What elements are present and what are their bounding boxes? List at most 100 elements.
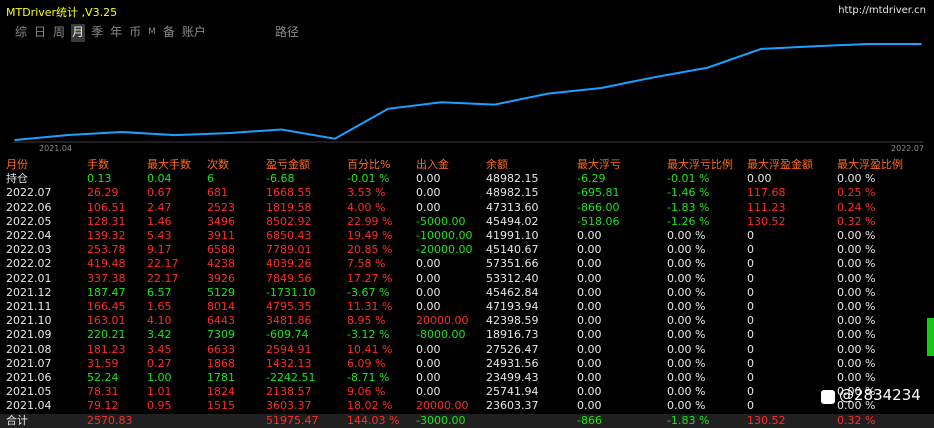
cell-pnl: 3481.86: [266, 314, 312, 328]
cell-max-dd: 0.00: [577, 371, 602, 384]
cell-max-lots: 0.95: [147, 399, 172, 413]
cell-month: 2022.01: [6, 271, 52, 285]
cell-pct: 10.41 %: [347, 342, 393, 356]
cell-max-lots: 9.17: [147, 243, 172, 257]
tab-6[interactable]: 币: [129, 25, 142, 39]
cell-max-fp: 117.68: [747, 186, 786, 200]
cell-max-fp-pct: 0.00 %: [837, 229, 876, 242]
cell-balance: 23603.37: [486, 399, 539, 413]
cell-flow: -20000.00: [416, 243, 473, 257]
cell-max-lots: 6.57: [147, 285, 172, 299]
cell-max-lots: 0.67: [147, 186, 172, 200]
cell-max-dd: 0.00: [577, 243, 602, 257]
cell-lots: 2570.83: [87, 413, 133, 427]
cell-max-lots: 0.27: [147, 356, 172, 370]
cell-pnl: 2594.91: [266, 342, 312, 356]
cell-lots: 128.31: [87, 214, 126, 228]
cell-max-lots: 2.47: [147, 200, 172, 214]
cell-pnl: 7789.01: [266, 243, 312, 257]
cell-max-dd-pct: 0.00 %: [667, 328, 706, 342]
tab-0[interactable]: 综: [15, 25, 28, 39]
cell-max-lots: 0.04: [147, 172, 172, 186]
tab-2[interactable]: 周: [53, 25, 66, 39]
header-max-fp-pct: 最大浮盈比例: [837, 158, 903, 171]
cell-max-lots: 3.45: [147, 342, 172, 356]
cell-balance: 45140.67: [486, 243, 539, 257]
watermark-text: @2834234: [839, 386, 921, 404]
cell-month: 2021.05: [6, 385, 52, 399]
scroll-indicator[interactable]: [927, 318, 934, 356]
website-link[interactable]: http://mtdriver.cn: [838, 5, 926, 16]
cell-balance: 25741.94: [486, 385, 539, 399]
table-row: 2021.06 52.24 1.00 1781 -2242.51 -8.71 % 0.00 2…: [0, 371, 934, 385]
cell-pct: 22.99 %: [347, 214, 393, 228]
header-max-lots: 最大手数: [147, 158, 191, 171]
table-row: 2021.08 181.23 3.45 6633 2594.91 10.41 % 0.00 2…: [0, 343, 934, 357]
cell-month: 2022.07: [6, 186, 52, 200]
tab-4[interactable]: 季: [91, 25, 104, 39]
cell-max-fp-pct: 0.00 %: [837, 342, 876, 356]
cell-pct: 11.31 %: [347, 300, 393, 313]
cell-max-dd: 0.00: [577, 385, 602, 399]
cell-flow: 0.00: [416, 271, 441, 285]
cell-flow: 0.00: [416, 186, 441, 200]
tab-9[interactable]: 账户: [181, 25, 206, 39]
cell-pnl: 8502.92: [266, 214, 312, 228]
cell-max-fp-pct: 0.00 %: [837, 385, 876, 399]
cell-count: 6: [207, 172, 214, 186]
balance-point-2021.11: [440, 101, 443, 103]
cell-max-fp-pct: 0.32 %: [837, 413, 876, 427]
cell-count: 7309: [207, 328, 235, 342]
cell-balance: 47313.60: [486, 200, 539, 214]
cell-max-fp: 0.00: [747, 172, 772, 186]
cell-max-dd: -6.29: [577, 172, 606, 186]
cell-flow: 0.00: [416, 200, 441, 214]
cell-max-fp-pct: 0.00 %: [837, 399, 876, 413]
cell-pct: 17.27 %: [347, 271, 393, 285]
tab-7[interactable]: M: [148, 27, 156, 37]
cell-pnl: 51975.47: [266, 413, 319, 427]
cell-lots: 78.31: [87, 385, 119, 399]
cell-max-dd-pct: -1.83 %: [667, 413, 710, 427]
tab-3[interactable]: 月: [71, 24, 86, 42]
balance-point-2021.07: [227, 132, 229, 134]
tab-5[interactable]: 年: [110, 25, 123, 39]
cell-max-dd-pct: 0.00 %: [667, 399, 706, 413]
cell-max-dd: -518.06: [577, 214, 620, 228]
total-row: 合计 2570.83 51975.47 144.03 % -3000.00 -866 -1.…: [0, 413, 934, 428]
cell-pnl: 1819.58: [266, 200, 312, 214]
cell-lots: 0.13: [87, 172, 112, 186]
open-position-row: 持仓 0.13 0.04 6 -6.68 -0.01 % 0.00 48982.15 -6.29…: [0, 172, 934, 186]
cell-month: 合计: [6, 413, 28, 427]
cell-max-dd: 0.00: [577, 328, 602, 342]
cell-flow: 0.00: [416, 385, 441, 399]
balance-series-line: [14, 43, 921, 141]
table-row: 2021.11 166.45 1.65 8014 4795.35 11.31 % 0.00 4…: [0, 300, 934, 314]
tab-10[interactable]: 路径: [274, 25, 299, 39]
cell-max-dd-pct: 0.00 %: [667, 371, 706, 384]
cell-balance: 41991.10: [486, 229, 539, 242]
cell-pct: 18.02 %: [347, 399, 393, 413]
cell-max-fp: 0: [747, 314, 754, 328]
cell-max-fp: 0: [747, 342, 754, 356]
cell-count: 3911: [207, 229, 235, 242]
cell-max-dd-pct: 0.00 %: [667, 342, 706, 356]
cell-flow: -5000.00: [416, 214, 466, 228]
cell-max-fp-pct: 0.32 %: [837, 214, 876, 228]
tab-1[interactable]: 日: [34, 25, 47, 39]
balance-point-2022.06: [813, 45, 816, 48]
cell-month: 2022.05: [6, 214, 52, 228]
cell-max-dd-pct: 0.00 %: [667, 385, 706, 399]
cell-max-dd-pct: 0.00 %: [667, 243, 706, 257]
cell-flow: 0.00: [416, 172, 441, 186]
tab-8[interactable]: 备: [162, 25, 175, 39]
cell-lots: 52.24: [87, 371, 119, 384]
cell-count: 2523: [207, 200, 235, 214]
cell-max-fp: 0: [747, 371, 754, 384]
cell-pct: 4.00 %: [347, 200, 386, 214]
cell-count: 6588: [207, 243, 235, 257]
cell-count: 681: [207, 186, 228, 200]
balance-point-2021.12: [493, 103, 496, 106]
cell-month: 2022.06: [6, 200, 52, 214]
cell-pct: -0.01 %: [347, 172, 390, 186]
